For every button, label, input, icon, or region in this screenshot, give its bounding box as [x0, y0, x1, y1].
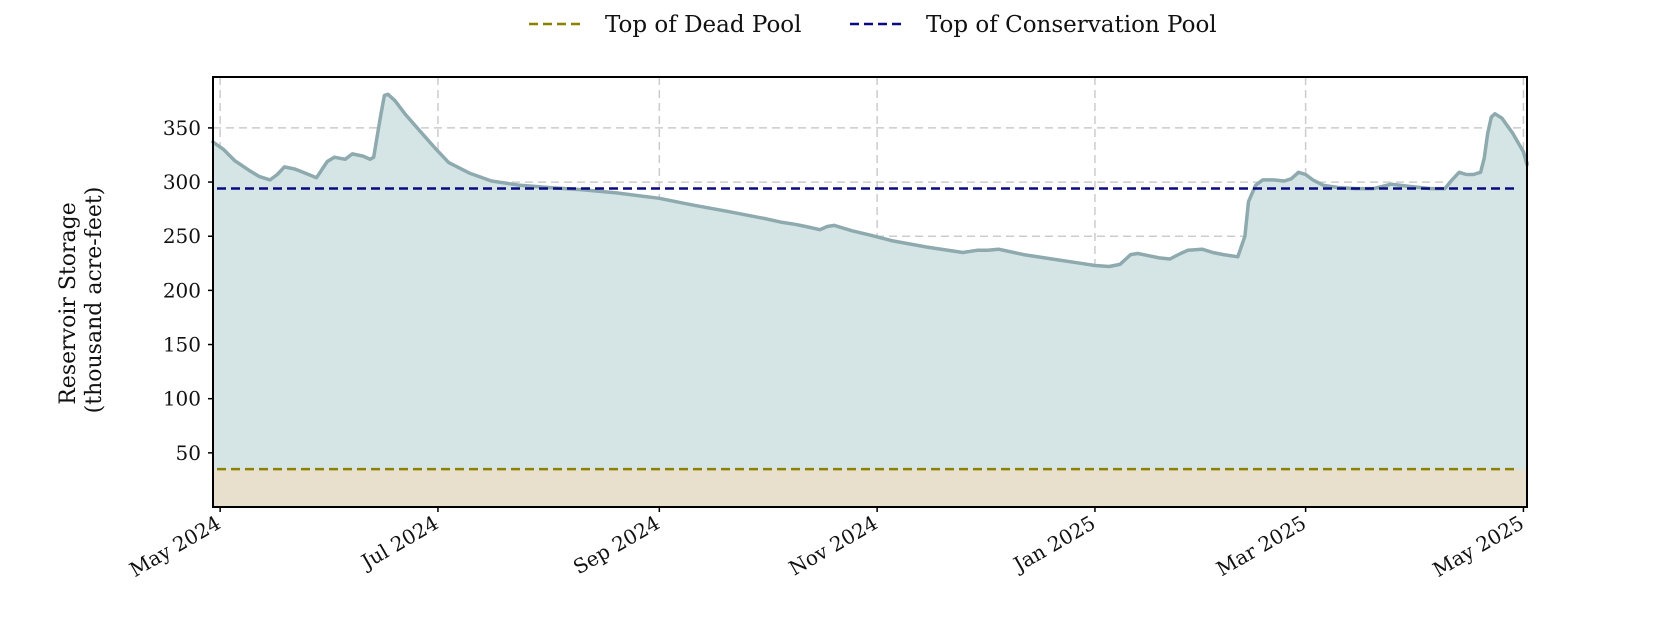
x-tick-label: May 2025 [1428, 511, 1527, 582]
y-axis-title-line-1: Reservoir Storage [56, 202, 81, 405]
y-tick-label: 50 [176, 441, 201, 465]
legend: Top of Dead Pool Top of Conservation Pool [529, 12, 1217, 38]
plot-frame [212, 76, 1528, 508]
x-tick-label: Jan 2025 [1008, 511, 1100, 578]
y-tick-label: 200 [163, 278, 201, 302]
dead-pool-area [213, 469, 1527, 507]
y-tick-label: 350 [163, 116, 201, 140]
x-tick-label: Jul 2024 [355, 511, 442, 575]
y-tick-label: 150 [163, 333, 201, 357]
fill-areas [213, 94, 1527, 508]
legend-label: Top of Conservation Pool [926, 12, 1217, 38]
y-tick-label: 250 [163, 224, 201, 248]
y-axis-title-line-2: (thousand acre-feet) [82, 187, 107, 414]
x-tick-label: Nov 2024 [785, 511, 882, 581]
y-tick-label: 300 [163, 170, 201, 194]
y-axis-ticks: 50 100 150 200 250 300 350 [163, 116, 213, 465]
legend-label: Top of Dead Pool [605, 12, 802, 38]
plot-border [212, 76, 1528, 508]
y-axis-title: Reservoir Storage (thousand acre-feet) [56, 187, 107, 414]
y-tick-label: 100 [163, 387, 201, 411]
series-lines [211, 92, 1529, 471]
x-tick-label: Mar 2025 [1212, 511, 1310, 581]
storage-area [213, 94, 1527, 508]
storage-line [211, 92, 1529, 269]
x-tick-label: May 2024 [125, 511, 224, 582]
x-tick-label: Sep 2024 [569, 511, 664, 580]
x-axis-ticks: May 2024 Jul 2024 Sep 2024 Nov 2024 Jan 2025… [125, 507, 1528, 582]
